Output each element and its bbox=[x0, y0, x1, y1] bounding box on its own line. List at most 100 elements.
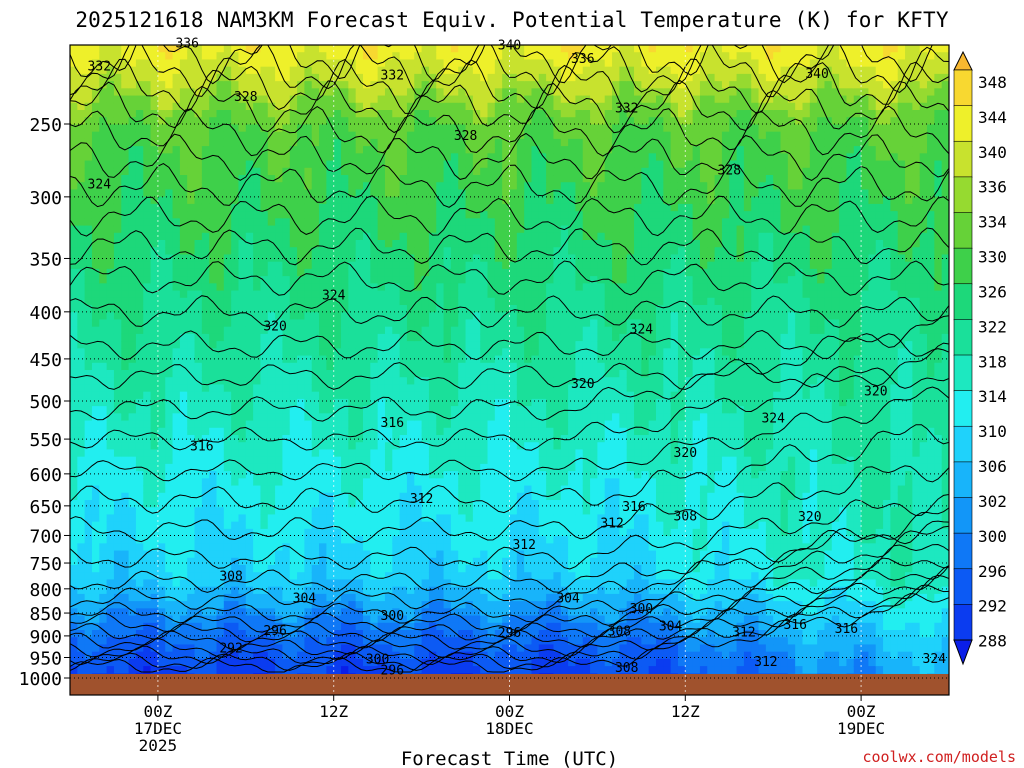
field-cell bbox=[113, 146, 122, 154]
field-cell bbox=[135, 420, 144, 429]
field-cell bbox=[304, 283, 313, 292]
field-cell bbox=[209, 615, 218, 624]
field-cell bbox=[201, 565, 210, 573]
field-cell bbox=[406, 658, 415, 667]
field-cell bbox=[194, 333, 203, 342]
field-cell bbox=[465, 203, 474, 212]
field-cell bbox=[201, 413, 210, 422]
field-cell bbox=[311, 240, 320, 248]
field-cell bbox=[70, 637, 78, 646]
field-cell bbox=[135, 630, 144, 638]
field-cell bbox=[348, 268, 357, 277]
field-cell bbox=[355, 88, 364, 97]
field-cell bbox=[260, 232, 269, 241]
field-cell bbox=[106, 370, 115, 378]
field-cell bbox=[187, 658, 196, 667]
field-cell bbox=[333, 276, 342, 284]
field-cell bbox=[99, 398, 108, 407]
field-cell bbox=[304, 593, 313, 602]
field-cell bbox=[472, 319, 481, 328]
field-cell bbox=[238, 651, 247, 660]
field-cell bbox=[223, 420, 232, 429]
field-cell bbox=[311, 384, 320, 393]
field-cell bbox=[436, 333, 445, 342]
field-cell bbox=[355, 377, 364, 386]
field-cell bbox=[355, 362, 364, 371]
field-cell bbox=[77, 593, 86, 602]
field-cell bbox=[223, 333, 232, 342]
field-cell bbox=[143, 341, 152, 349]
field-cell bbox=[172, 326, 181, 335]
field-cell bbox=[70, 333, 78, 342]
field-cell bbox=[348, 131, 357, 140]
field-cell bbox=[267, 88, 276, 97]
field-cell bbox=[348, 167, 357, 176]
field-cell bbox=[187, 630, 196, 638]
field-cell bbox=[363, 81, 371, 89]
field-cell bbox=[253, 427, 262, 436]
field-cell bbox=[238, 514, 247, 523]
field-cell bbox=[428, 290, 437, 299]
field-cell bbox=[282, 615, 291, 624]
field-cell bbox=[363, 362, 371, 371]
field-cell bbox=[363, 622, 371, 631]
field-cell bbox=[245, 514, 254, 523]
field-cell bbox=[157, 203, 166, 212]
field-cell bbox=[201, 521, 210, 530]
field-cell bbox=[194, 478, 203, 487]
field-cell bbox=[348, 435, 357, 443]
field-cell bbox=[179, 514, 188, 523]
field-cell bbox=[311, 435, 320, 443]
field-cell bbox=[450, 203, 459, 212]
field-cell bbox=[428, 283, 437, 292]
field-cell bbox=[91, 117, 100, 126]
field-cell bbox=[289, 153, 298, 162]
field-cell bbox=[282, 608, 291, 617]
field-cell bbox=[414, 377, 423, 386]
field-cell bbox=[384, 218, 393, 227]
field-cell bbox=[135, 247, 144, 256]
field-cell bbox=[319, 66, 327, 75]
field-cell bbox=[421, 319, 430, 328]
field-cell bbox=[99, 268, 108, 277]
field-cell bbox=[201, 471, 210, 479]
field-cell bbox=[260, 240, 269, 248]
field-cell bbox=[179, 528, 188, 537]
field-cell bbox=[341, 557, 349, 566]
field-cell bbox=[348, 406, 357, 414]
field-cell bbox=[267, 449, 276, 458]
field-cell bbox=[406, 398, 415, 407]
field-cell bbox=[223, 572, 232, 581]
field-cell bbox=[91, 283, 100, 292]
field-cell bbox=[91, 211, 100, 219]
field-cell bbox=[275, 348, 284, 357]
field-cell bbox=[150, 240, 159, 248]
field-cell bbox=[135, 478, 144, 487]
field-cell bbox=[370, 615, 379, 624]
field-cell bbox=[370, 189, 379, 198]
field-cell bbox=[333, 565, 342, 573]
field-cell bbox=[267, 326, 276, 335]
field-cell bbox=[106, 536, 115, 544]
field-cell bbox=[231, 478, 240, 487]
field-cell bbox=[128, 391, 137, 400]
field-cell bbox=[377, 644, 386, 653]
field-cell bbox=[275, 608, 284, 617]
field-cell bbox=[70, 608, 78, 617]
field-cell bbox=[172, 196, 181, 205]
field-cell bbox=[363, 333, 371, 342]
field-cell bbox=[275, 333, 284, 342]
field-cell bbox=[465, 507, 474, 516]
field-cell bbox=[341, 153, 349, 162]
field-cell bbox=[165, 312, 174, 321]
field-cell bbox=[319, 146, 327, 154]
field-cell bbox=[231, 160, 240, 169]
field-cell bbox=[91, 384, 100, 393]
field-cell bbox=[333, 305, 342, 313]
field-cell bbox=[282, 196, 291, 205]
field-cell bbox=[384, 413, 393, 422]
field-cell bbox=[304, 160, 313, 169]
field-cell bbox=[348, 622, 357, 631]
field-cell bbox=[458, 124, 467, 133]
field-cell bbox=[216, 608, 225, 617]
